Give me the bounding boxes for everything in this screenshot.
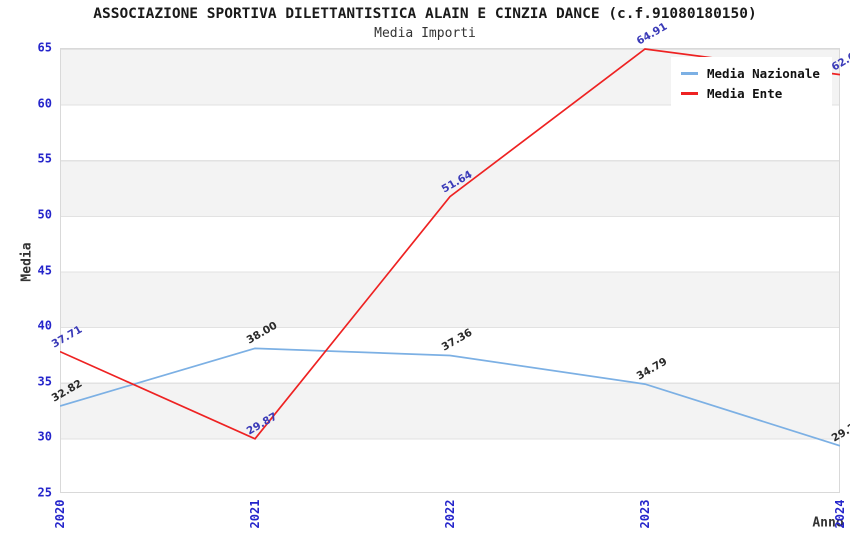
legend-label-ente: Media Ente	[707, 85, 783, 101]
chart-title: ASSOCIAZIONE SPORTIVA DILETTANTISTICA AL…	[93, 6, 757, 22]
legend: Media Nazionale Media Ente	[671, 57, 832, 109]
legend-item-media-nazionale: Media Nazionale	[681, 63, 820, 83]
x-tick-label: 2023	[638, 499, 652, 529]
chart-subtitle: Media Importi	[374, 26, 476, 41]
y-tick-label: 60	[37, 96, 52, 111]
legend-label-nazionale: Media Nazionale	[707, 65, 820, 81]
y-tick-label: 55	[37, 151, 52, 166]
plot-area	[60, 48, 840, 493]
x-axis-title: Anno	[812, 515, 844, 531]
y-tick-label: 25	[37, 485, 52, 500]
x-tick-label: 2020	[53, 499, 67, 529]
x-tick-label: 2022	[443, 499, 457, 529]
legend-swatch-nazionale-icon	[681, 71, 698, 75]
y-tick-label: 35	[37, 374, 52, 389]
y-tick-label: 65	[37, 40, 52, 55]
y-tick-label: 50	[37, 207, 52, 222]
x-tick-label: 2024	[833, 499, 847, 529]
legend-swatch-ente-icon	[681, 91, 698, 95]
legend-item-media-ente: Media Ente	[681, 83, 820, 103]
y-tick-label: 30	[37, 430, 52, 445]
y-tick-label: 40	[37, 318, 52, 333]
y-tick-label: 45	[37, 263, 52, 278]
x-tick-label: 2021	[248, 499, 262, 529]
